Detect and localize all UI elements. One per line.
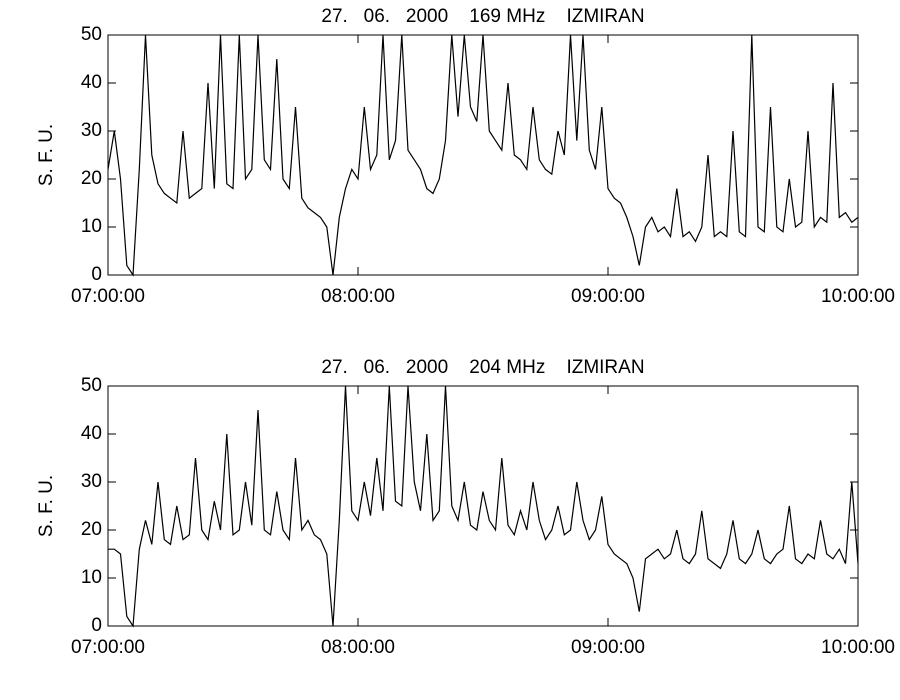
x-tick-label: 08:00:00 [321,286,395,307]
y-tick-label: 50 [81,24,102,45]
plot-frame [107,34,859,276]
y-tick-label: 40 [81,72,102,93]
x-tick-label: 07:00:00 [71,286,145,307]
data-line [107,34,859,277]
y-tick-label: 50 [81,375,102,396]
x-tick-label: 10:00:00 [821,637,895,658]
x-tick-label: 07:00:00 [71,637,145,658]
chart-title: 27. 06. 2000 169 MHz IZMIRAN [321,6,644,27]
y-tick-label: 10 [81,216,102,237]
y-tick-label: 10 [81,567,102,588]
y-axis-label: S. F. U. [36,124,57,186]
data-line [108,385,859,628]
y-tick-label: 20 [81,519,102,540]
y-tick-label: 20 [81,168,102,189]
chart-title: 27. 06. 2000 204 MHz IZMIRAN [321,357,644,378]
y-tick-label: 30 [81,120,102,141]
y-tick-label: 30 [81,471,102,492]
x-tick-label: 08:00:00 [321,637,395,658]
y-tick-label: 0 [91,615,102,636]
y-axis-label: S. F. U. [36,475,57,537]
y-tick-label: 0 [91,264,102,285]
x-tick-label: 10:00:00 [821,286,895,307]
x-tick-label: 09:00:00 [571,286,645,307]
x-tick-label: 09:00:00 [571,637,645,658]
y-tick-label: 40 [81,423,102,444]
plot-frame [107,385,859,627]
